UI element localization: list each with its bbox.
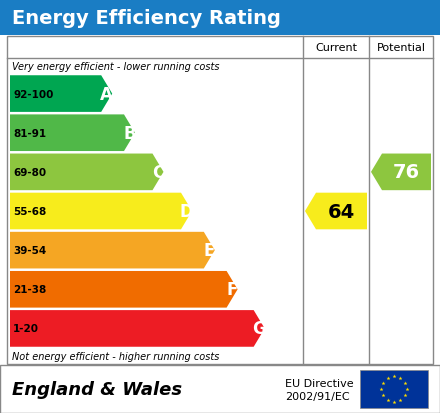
- Text: 2002/91/EC: 2002/91/EC: [285, 391, 350, 401]
- Text: D: D: [180, 202, 193, 221]
- Text: C: C: [152, 164, 164, 181]
- Polygon shape: [10, 271, 238, 308]
- Text: Potential: Potential: [377, 43, 425, 53]
- FancyBboxPatch shape: [7, 37, 433, 364]
- Text: 69-80: 69-80: [13, 167, 46, 178]
- Polygon shape: [10, 232, 215, 269]
- Text: Very energy efficient - lower running costs: Very energy efficient - lower running co…: [12, 62, 220, 72]
- Text: 76: 76: [393, 163, 420, 182]
- Text: England & Wales: England & Wales: [12, 380, 182, 398]
- Polygon shape: [10, 310, 265, 347]
- Polygon shape: [371, 154, 431, 191]
- Polygon shape: [305, 193, 367, 230]
- Text: E: E: [204, 242, 215, 259]
- Text: 55-68: 55-68: [13, 206, 46, 216]
- Polygon shape: [10, 193, 192, 230]
- Text: G: G: [252, 320, 266, 337]
- Text: 64: 64: [328, 202, 355, 221]
- Text: EU Directive: EU Directive: [285, 378, 354, 388]
- Polygon shape: [10, 115, 135, 152]
- Text: Energy Efficiency Rating: Energy Efficiency Rating: [12, 9, 281, 27]
- Text: 81-91: 81-91: [13, 128, 46, 138]
- FancyBboxPatch shape: [360, 370, 428, 408]
- Text: 1-20: 1-20: [13, 324, 39, 334]
- Text: 39-54: 39-54: [13, 246, 46, 256]
- Text: B: B: [123, 124, 136, 142]
- FancyBboxPatch shape: [0, 0, 440, 36]
- Polygon shape: [10, 154, 164, 191]
- Polygon shape: [10, 76, 112, 113]
- Text: A: A: [100, 85, 113, 103]
- Text: Not energy efficient - higher running costs: Not energy efficient - higher running co…: [12, 351, 220, 361]
- Text: 92-100: 92-100: [13, 89, 53, 100]
- FancyBboxPatch shape: [0, 365, 440, 413]
- Text: 21-38: 21-38: [13, 285, 46, 294]
- Text: Current: Current: [315, 43, 357, 53]
- Text: F: F: [227, 280, 238, 299]
